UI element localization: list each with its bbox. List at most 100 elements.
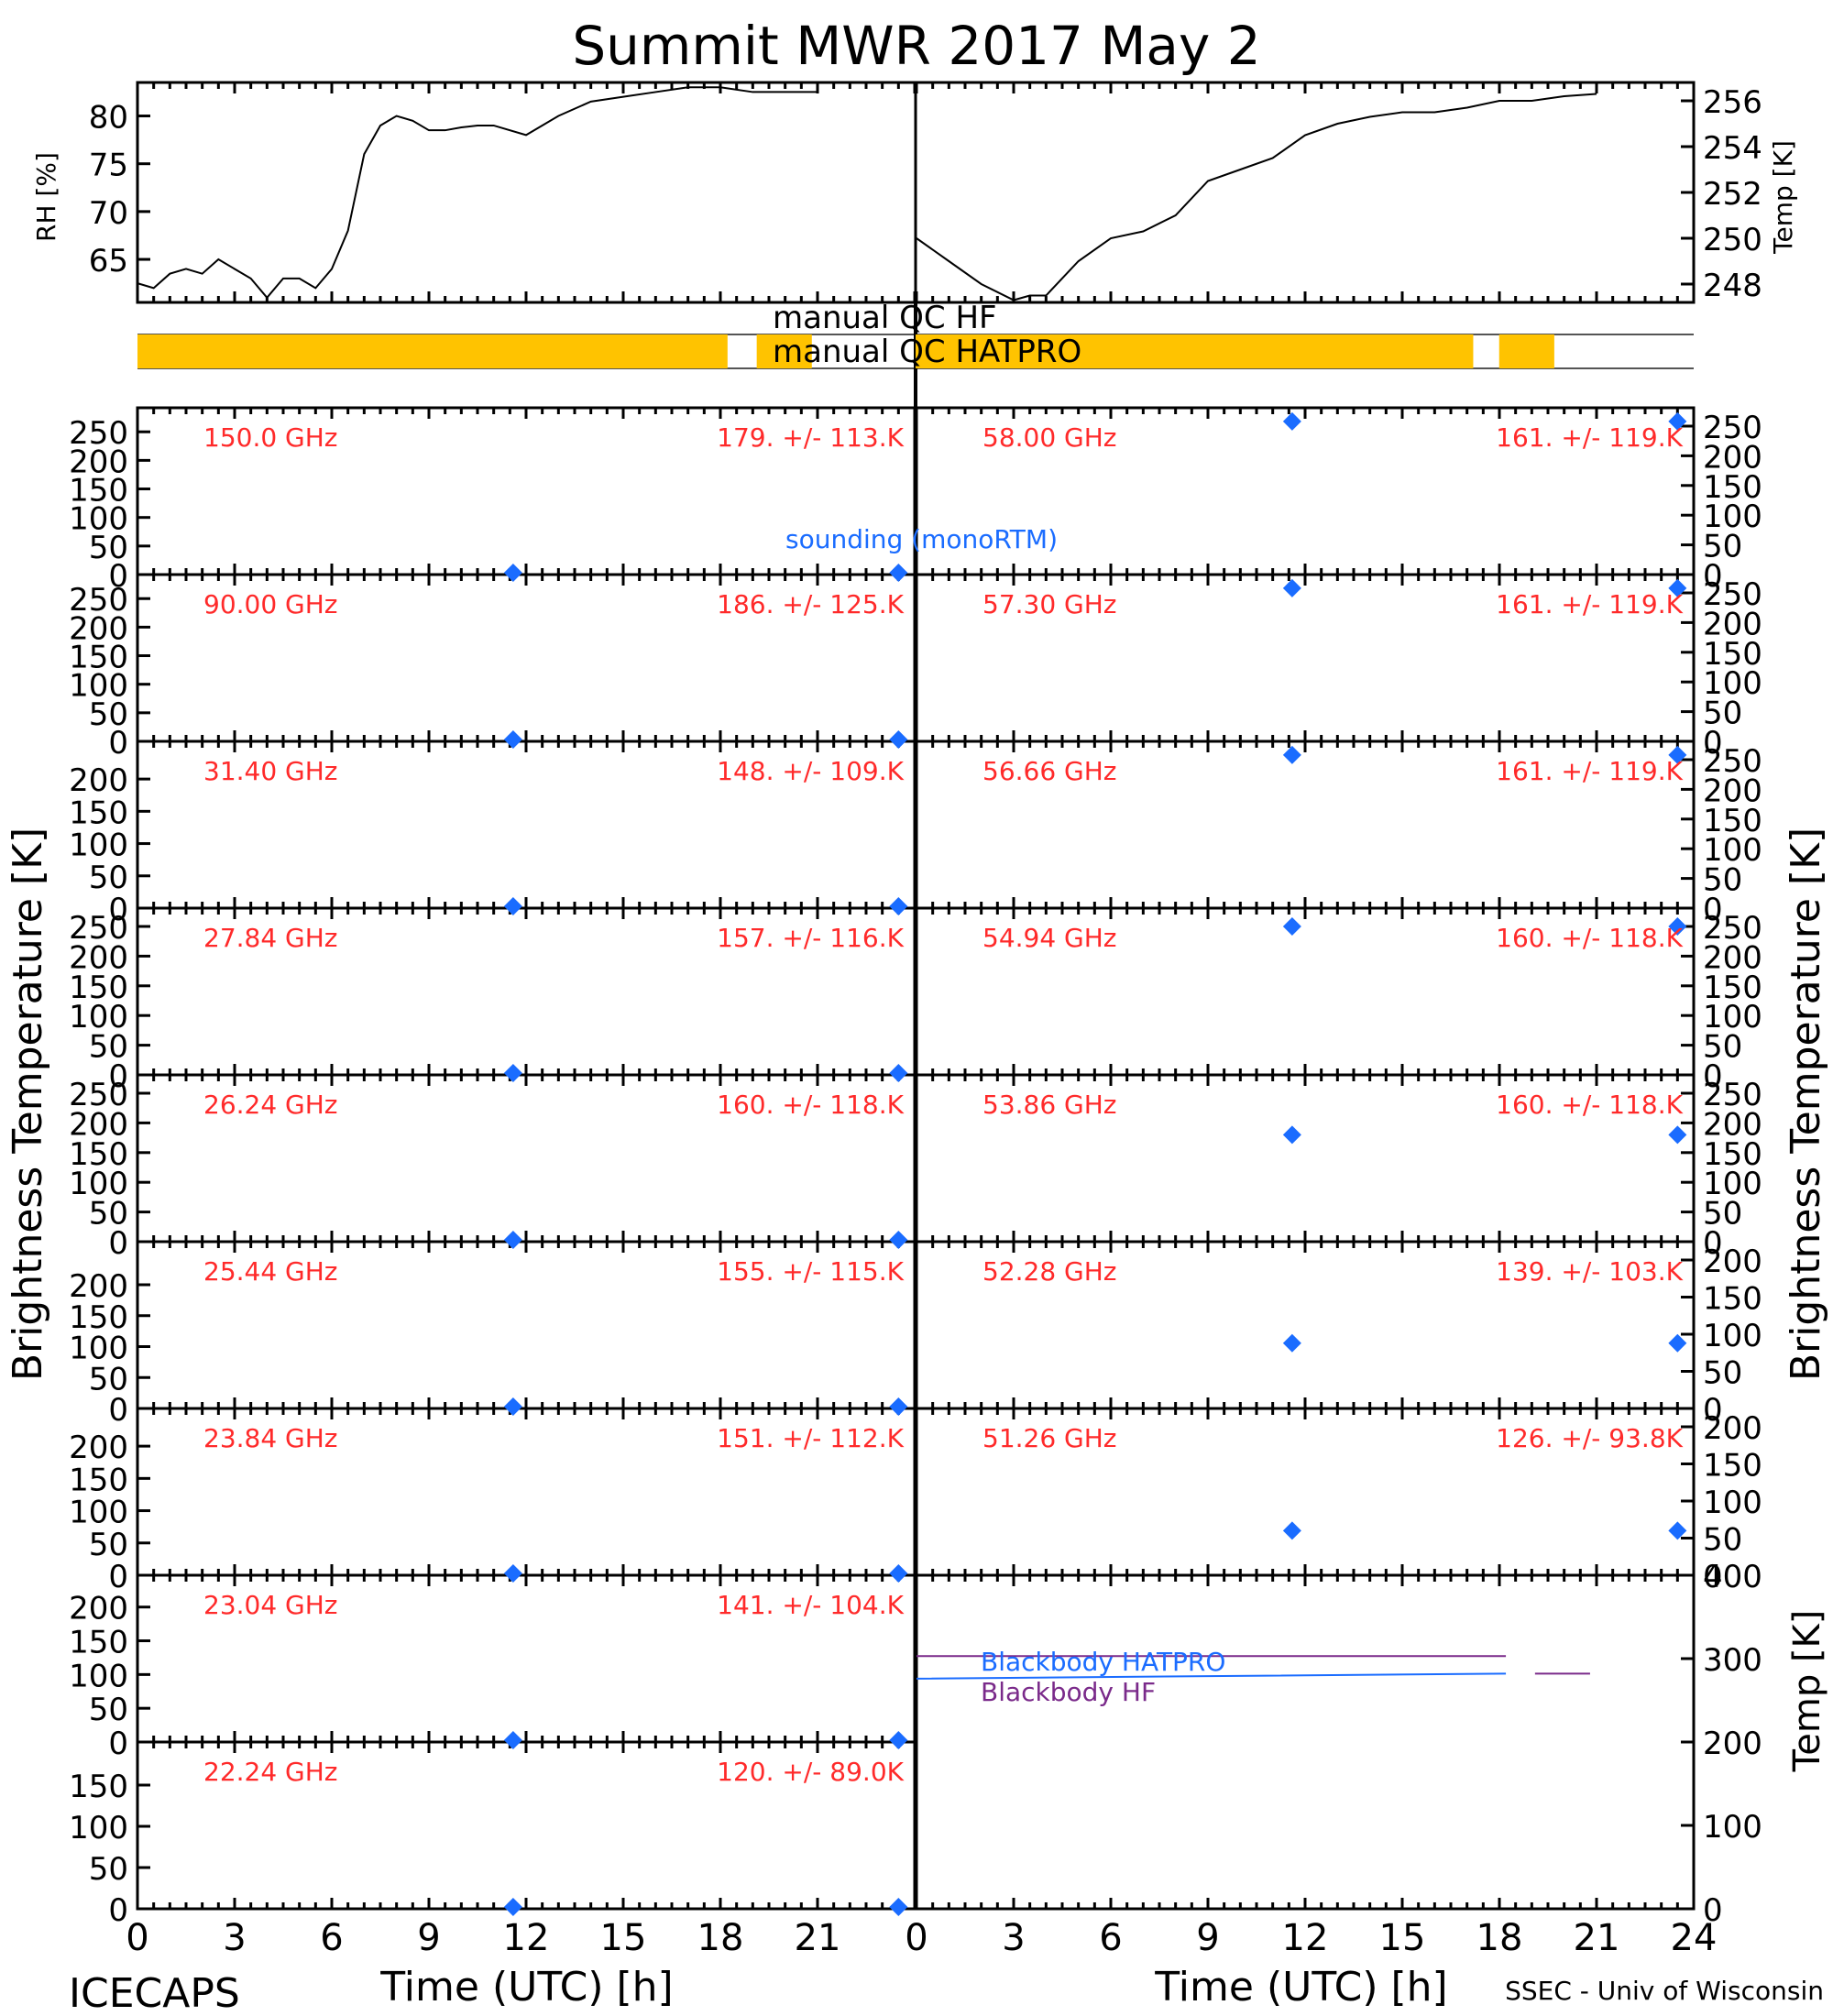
sounding-point: [503, 564, 522, 582]
tb-tick-label: 0: [108, 1726, 128, 1762]
tb-tick-label: 200: [1703, 439, 1762, 476]
sounding-point: [503, 1731, 522, 1749]
tb-tick-label: 200: [1703, 606, 1762, 642]
tb-tick-label: 200: [69, 1268, 128, 1305]
tb-tick-label: 0: [1703, 1392, 1723, 1429]
tb-tick-label: 100: [1703, 999, 1762, 1035]
temp-series-line: [916, 93, 1597, 301]
qc-hatpro-segment: [1498, 334, 1554, 368]
tb-tick-label: 100: [1703, 499, 1762, 535]
tb-tick-label: 100: [1703, 1318, 1762, 1354]
tb-tick-label: 100: [69, 827, 128, 864]
tb-tick-label: 0: [1703, 892, 1723, 928]
tb-tick-label: 0: [1703, 558, 1723, 595]
tb-tick-label: 100: [69, 1658, 128, 1694]
tb-tick-label: 200: [1703, 1244, 1762, 1280]
temp-tick-label: 250: [1703, 222, 1762, 258]
tb-tick-label: 50: [89, 1361, 128, 1397]
tb-tick-label: 0: [1703, 1559, 1723, 1595]
channel-stat-label: 160. +/- 118.K: [1496, 1090, 1683, 1120]
sounding-point: [1282, 411, 1301, 431]
channel-frequency-label: 57.30 GHz: [982, 589, 1117, 619]
sounding-point: [889, 1731, 908, 1749]
channel-stat-label: 160. +/- 118.K: [1496, 923, 1683, 953]
channel-stat-label: 157. +/- 116.K: [717, 923, 904, 953]
x-tick-label-right: 3: [1002, 1917, 1025, 1959]
temp-tick-label: 248: [1703, 268, 1762, 304]
tb-tick-label: 50: [1703, 1196, 1742, 1233]
tb-tick-label: 200: [69, 610, 128, 647]
tb-tick-label: 150: [69, 473, 128, 509]
qc-hatpro-label: manual QC HATPRO: [773, 334, 1081, 370]
sounding-point: [889, 564, 908, 582]
sounding-point: [889, 897, 908, 915]
sounding-point: [889, 1898, 908, 1916]
x-tick-label-right: 18: [1476, 1917, 1523, 1959]
bb-tick-label: 100: [1703, 1809, 1762, 1846]
tb-tick-label: 0: [108, 1892, 128, 1929]
channel-frequency-label: 150.0 GHz: [203, 422, 338, 453]
tb-tick-label: 150: [1703, 1136, 1762, 1173]
bb-tick-label: 300: [1703, 1642, 1762, 1679]
sounding-point: [1668, 1521, 1687, 1540]
channel-frequency-label: 51.26 GHz: [982, 1423, 1117, 1453]
x-tick-label-right: 6: [1099, 1917, 1122, 1959]
x-tick-label-left: 18: [697, 1917, 744, 1959]
legend-bb-hf: Blackbody HF: [981, 1677, 1156, 1707]
tb-tick-label: 200: [1703, 772, 1762, 809]
tb-tick-label: 200: [69, 1591, 128, 1627]
tb-tick-label: 100: [69, 1166, 128, 1202]
tb-tick-label: 250: [1703, 576, 1762, 613]
tb-tick-label: 250: [1703, 743, 1762, 780]
tb-tick-label: 100: [69, 668, 128, 705]
temp-tick-label: 252: [1703, 176, 1762, 213]
temp-tick-label: 256: [1703, 84, 1762, 121]
sounding-point: [1668, 578, 1687, 597]
tb-tick-label: 100: [69, 1331, 128, 1367]
channel-stat-label: 148. +/- 109.K: [717, 756, 904, 786]
tb-tick-label: 50: [89, 1527, 128, 1563]
rh-tick-label: 70: [89, 195, 128, 232]
sounding-point: [503, 1064, 522, 1082]
chart-title: Summit MWR 2017 May 2: [572, 15, 1260, 77]
tb-tick-label: 100: [1703, 1166, 1762, 1202]
x-tick-label-left: 15: [600, 1917, 647, 1959]
tb-tick-label: 250: [69, 415, 128, 452]
sounding-point: [889, 1064, 908, 1082]
bb-tick-label: 0: [1703, 1892, 1723, 1929]
x-tick-label-right: 12: [1282, 1917, 1329, 1959]
tb-tick-label: 150: [69, 1136, 128, 1173]
legend-bb-hatpro: Blackbody HATPRO: [981, 1647, 1225, 1677]
legend-sounding: sounding (monoRTM): [785, 524, 1058, 554]
tb-tick-label: 150: [69, 1625, 128, 1661]
tb-tick-label: 100: [69, 1810, 128, 1846]
sounding-point: [889, 1564, 908, 1583]
tb-tick-label: 250: [69, 582, 128, 619]
sounding-point: [1668, 411, 1687, 431]
tb-tick-label: 100: [1703, 1485, 1762, 1521]
tb-tick-label: 150: [1703, 469, 1762, 506]
rh-tick-label: 75: [89, 148, 128, 184]
channel-frequency-label: 56.66 GHz: [982, 756, 1117, 786]
channel-stat-label: 186. +/- 125.K: [717, 589, 904, 619]
bb-hatpro-line: [916, 1672, 1507, 1680]
sounding-point: [503, 1898, 522, 1916]
tb-tick-label: 100: [69, 1495, 128, 1531]
channel-stat-label: 151. +/- 112.K: [717, 1423, 904, 1453]
rh-tick-label: 80: [89, 100, 128, 137]
sounding-point: [1668, 917, 1687, 936]
x-tick-label-left: 6: [320, 1917, 343, 1959]
channel-frequency-label: 31.40 GHz: [203, 756, 338, 786]
bb-tick-label: 200: [1703, 1726, 1762, 1762]
x-tick-label-left: 12: [503, 1917, 550, 1959]
sounding-point: [1282, 1521, 1301, 1540]
tb-tick-label: 200: [69, 1106, 128, 1143]
tb-tick-label: 250: [1703, 410, 1762, 446]
tb-tick-label: 0: [1703, 1225, 1723, 1262]
sounding-point: [1668, 1125, 1687, 1145]
tb-tick-label: 150: [1703, 1281, 1762, 1318]
tb-tick-label: 150: [69, 1769, 128, 1805]
rh-tick-label: 65: [89, 243, 128, 279]
sounding-point: [1282, 578, 1301, 597]
sounding-point: [503, 1564, 522, 1583]
